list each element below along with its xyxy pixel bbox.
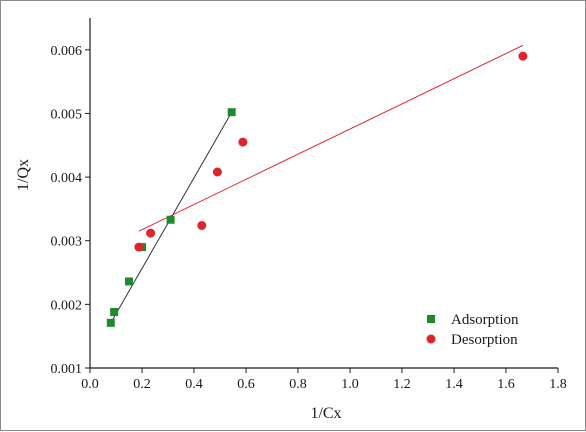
x-tick-label: 0.6: [237, 377, 255, 392]
adsorption-point: [110, 308, 119, 316]
y-tick-label: 0.003: [51, 235, 83, 250]
adsorption-point: [106, 318, 115, 327]
axes: [89, 18, 558, 369]
y-tick-label: 0.002: [51, 298, 83, 313]
x-tick-label: 0.2: [133, 377, 151, 392]
desorption-point: [212, 167, 222, 177]
x-axis-title: 1/Cx: [310, 405, 341, 422]
desorption-point: [134, 242, 144, 252]
adsorption-point: [227, 108, 236, 117]
x-tick-label: 1.4: [445, 377, 463, 392]
x-tick-label: 1.0: [341, 377, 359, 392]
data-points: [106, 51, 528, 327]
x-tick-label: 1.6: [497, 377, 515, 392]
desorption-point: [238, 137, 248, 147]
ticks: 0.0 0.2 0.4 0.6 0.8 1.0 1.2 1.4 1.6 1.8 0.001 0.002…: [51, 44, 567, 392]
x-tick-label: 0.4: [185, 377, 203, 392]
desorption-fit-line: [138, 44, 524, 232]
legend-marker-desorption: [426, 334, 436, 344]
x-tick-label: 1.2: [393, 377, 411, 392]
y-tick-label: 0.001: [51, 362, 83, 377]
y-tick-label: 0.005: [51, 107, 83, 122]
desorption-point: [518, 51, 528, 61]
adsorption-point: [125, 277, 133, 286]
x-tick-label: 0.8: [289, 377, 307, 392]
x-tick-label: 0.0: [81, 377, 99, 392]
y-tick-label: 0.006: [51, 44, 83, 59]
desorption-point: [146, 228, 156, 238]
legend-marker-adsorption: [427, 315, 435, 323]
legend-label-desorption: Desorption: [451, 332, 518, 348]
adsorption-point: [166, 215, 175, 224]
desorption-point: [197, 220, 207, 230]
legend-label-adsorption: Adsorption: [451, 312, 519, 328]
legend: Adsorption Desorption: [426, 312, 519, 348]
y-tick-label: 0.004: [51, 171, 83, 186]
fit-lines: [110, 44, 524, 324]
x-tick-label: 1.8: [549, 377, 567, 392]
y-axis-title: 1/Qx: [15, 159, 32, 191]
